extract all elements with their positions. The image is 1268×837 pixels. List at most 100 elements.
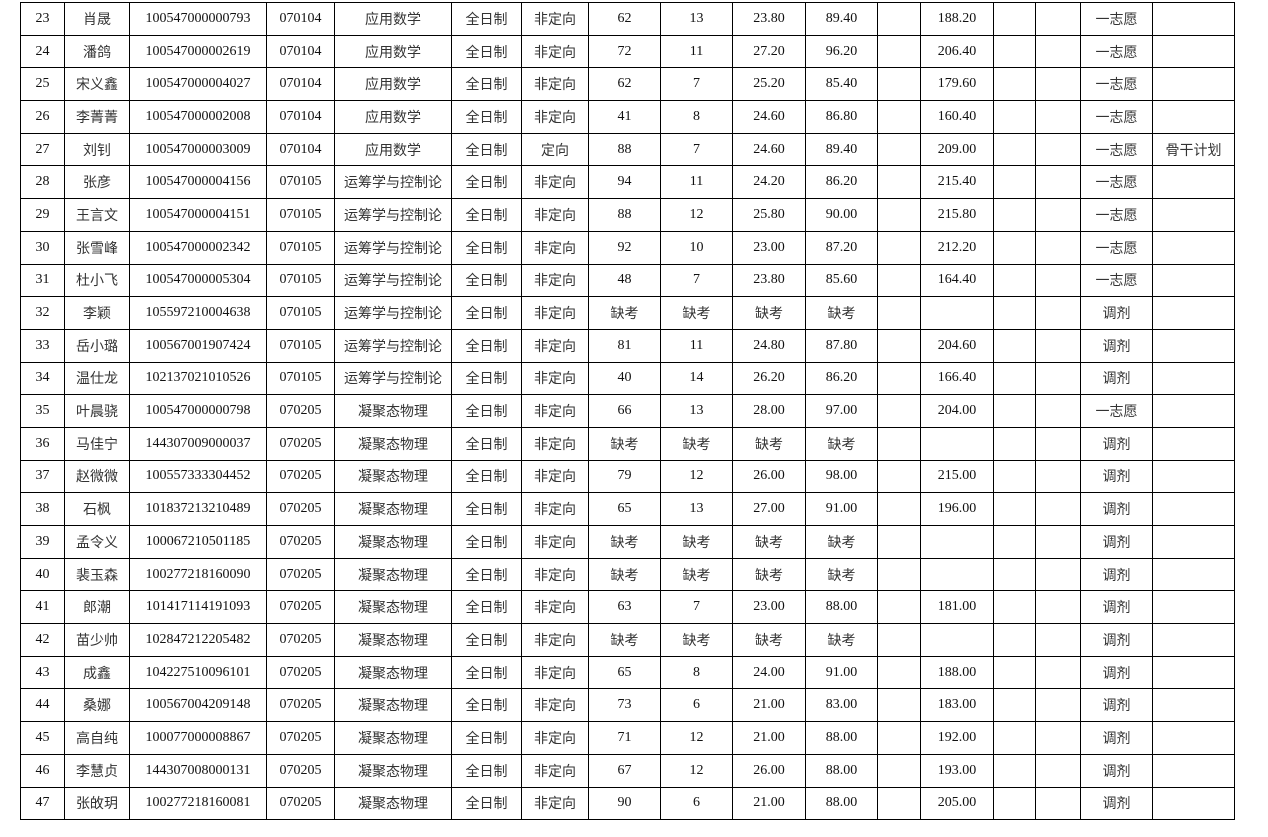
student-name-cell: 裴玉森 xyxy=(64,557,130,592)
major-name-cell: 凝聚态物理 xyxy=(334,394,452,428)
score-course-2-cell: 缺考 xyxy=(805,426,878,461)
major-name-cell: 凝聚态物理 xyxy=(334,459,452,494)
total-score-cell: 206.40 xyxy=(920,34,994,69)
training-type-cell: 非定向 xyxy=(521,198,589,232)
score-course-1-cell: 缺考 xyxy=(732,525,806,559)
remark-cell xyxy=(1152,557,1235,592)
remark-cell xyxy=(1152,426,1235,461)
exam-id-cell: 100547000004156 xyxy=(129,165,267,200)
blank-column-cell xyxy=(1035,721,1081,755)
row-number-cell: 27 xyxy=(20,132,65,167)
score-course-2-cell: 91.00 xyxy=(805,655,878,690)
exam-id-cell: 102137021010526 xyxy=(129,361,267,396)
score-politics-cell: 88 xyxy=(588,198,661,232)
table-row: 34 温仕龙 102137021010526 070105 运筹学与控制论 全日制 非定向 4… xyxy=(20,361,1235,396)
blank-column-cell xyxy=(993,394,1036,428)
training-type-cell: 非定向 xyxy=(521,623,589,657)
preference-cell: 调剂 xyxy=(1080,492,1153,526)
study-mode-cell: 全日制 xyxy=(451,557,522,592)
preference-cell: 调剂 xyxy=(1080,623,1153,657)
study-mode-cell: 全日制 xyxy=(451,525,522,559)
exam-id-cell: 101837213210489 xyxy=(129,492,267,526)
preference-cell: 调剂 xyxy=(1080,459,1153,494)
score-course-2-cell: 89.40 xyxy=(805,132,878,167)
study-mode-cell: 全日制 xyxy=(451,492,522,526)
score-english-cell: 10 xyxy=(660,230,733,265)
score-politics-cell: 94 xyxy=(588,165,661,200)
study-mode-cell: 全日制 xyxy=(451,328,522,363)
blank-column-cell xyxy=(1035,296,1081,330)
major-code-cell: 070205 xyxy=(266,426,335,461)
major-name-cell: 应用数学 xyxy=(334,34,452,69)
blank-column-cell xyxy=(993,557,1036,592)
blank-column-cell xyxy=(877,132,921,167)
preference-cell: 一志愿 xyxy=(1080,230,1153,265)
score-course-1-cell: 23.00 xyxy=(732,230,806,265)
blank-column-cell xyxy=(1035,100,1081,134)
blank-column-cell xyxy=(993,623,1036,657)
exam-id-cell: 100557333304452 xyxy=(129,459,267,494)
preference-cell: 调剂 xyxy=(1080,557,1153,592)
blank-column-cell xyxy=(877,165,921,200)
blank-column-cell xyxy=(877,721,921,755)
row-number-cell: 39 xyxy=(20,525,65,559)
table-row: 26 李菁菁 100547000002008 070104 应用数学 全日制 非定向 41 8 2… xyxy=(20,100,1235,134)
study-mode-cell: 全日制 xyxy=(451,67,522,102)
major-name-cell: 应用数学 xyxy=(334,2,452,36)
blank-column-cell xyxy=(993,492,1036,526)
score-course-1-cell: 23.80 xyxy=(732,263,806,298)
score-course-2-cell: 88.00 xyxy=(805,721,878,755)
row-number-cell: 47 xyxy=(20,786,65,821)
score-course-2-cell: 86.80 xyxy=(805,100,878,134)
blank-column-cell xyxy=(1035,67,1081,102)
remark-cell xyxy=(1152,590,1235,625)
score-politics-cell: 90 xyxy=(588,786,661,821)
score-english-cell: 12 xyxy=(660,721,733,755)
table-row: 29 王言文 100547000004151 070105 运筹学与控制论 全日制 非定向 8… xyxy=(20,198,1235,232)
student-name-cell: 郎潮 xyxy=(64,590,130,625)
score-course-2-cell: 缺考 xyxy=(805,557,878,592)
score-english-cell: 缺考 xyxy=(660,525,733,559)
table-row: 40 裴玉森 100277218160090 070205 凝聚态物理 全日制 非定向 缺考缺… xyxy=(20,557,1235,592)
score-course-1-cell: 21.00 xyxy=(732,721,806,755)
blank-column-cell xyxy=(993,34,1036,69)
score-course-2-cell: 87.80 xyxy=(805,328,878,363)
table-row: 47 张敀玥 100277218160081 070205 凝聚态物理 全日制 非定向 90 6… xyxy=(20,786,1235,821)
preference-cell: 调剂 xyxy=(1080,786,1153,821)
exam-id-cell: 100547000000798 xyxy=(129,394,267,428)
major-name-cell: 运筹学与控制论 xyxy=(334,328,452,363)
blank-column-cell xyxy=(993,688,1036,723)
score-english-cell: 13 xyxy=(660,394,733,428)
exam-id-cell: 100277218160081 xyxy=(129,786,267,821)
major-code-cell: 070205 xyxy=(266,557,335,592)
major-code-cell: 070105 xyxy=(266,198,335,232)
blank-column-cell xyxy=(877,459,921,494)
score-course-2-cell: 88.00 xyxy=(805,590,878,625)
row-number-cell: 31 xyxy=(20,263,65,298)
blank-column-cell xyxy=(1035,753,1081,788)
blank-column-cell xyxy=(877,655,921,690)
training-type-cell: 非定向 xyxy=(521,100,589,134)
score-politics-cell: 48 xyxy=(588,263,661,298)
preference-cell: 调剂 xyxy=(1080,753,1153,788)
score-politics-cell: 缺考 xyxy=(588,557,661,592)
student-name-cell: 刘钊 xyxy=(64,132,130,167)
preference-cell: 调剂 xyxy=(1080,655,1153,690)
major-code-cell: 070104 xyxy=(266,132,335,167)
row-number-cell: 38 xyxy=(20,492,65,526)
blank-column-cell xyxy=(1035,361,1081,396)
study-mode-cell: 全日制 xyxy=(451,361,522,396)
score-english-cell: 8 xyxy=(660,655,733,690)
student-name-cell: 叶晨骁 xyxy=(64,394,130,428)
score-course-2-cell: 97.00 xyxy=(805,394,878,428)
blank-column-cell xyxy=(1035,34,1081,69)
study-mode-cell: 全日制 xyxy=(451,590,522,625)
student-name-cell: 苗少帅 xyxy=(64,623,130,657)
table-row: 39 孟令义 100067210501185 070205 凝聚态物理 全日制 非定向 缺考缺… xyxy=(20,525,1235,559)
total-score-cell: 215.00 xyxy=(920,459,994,494)
blank-column-cell xyxy=(877,786,921,821)
preference-cell: 一志愿 xyxy=(1080,394,1153,428)
total-score-cell: 192.00 xyxy=(920,721,994,755)
preference-cell: 一志愿 xyxy=(1080,67,1153,102)
blank-column-cell xyxy=(877,394,921,428)
